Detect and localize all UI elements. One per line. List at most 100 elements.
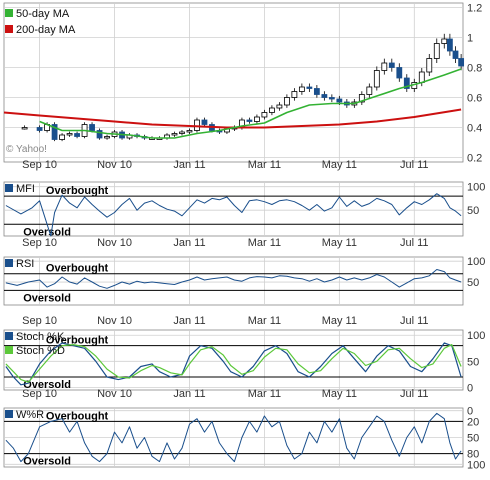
- panel-frame: [3, 329, 464, 391]
- y-tick-label: 0.8: [467, 63, 482, 75]
- candle-body: [201, 119, 208, 125]
- oversold-label: Oversold: [23, 379, 71, 391]
- y-tick-label: 100: [467, 182, 485, 194]
- x-tick-label: Jan 11: [173, 315, 205, 327]
- candle-body: [328, 97, 335, 100]
- candle-body: [358, 94, 365, 103]
- candle-body: [96, 130, 103, 139]
- overbought-label: Overbought: [46, 263, 109, 275]
- panel-frame: [3, 256, 464, 306]
- x-tick-label: Sep 10: [22, 159, 57, 171]
- oversold-label: Oversold: [23, 226, 71, 238]
- candle-body: [104, 136, 110, 139]
- x-tick-label: Mar 11: [248, 159, 281, 171]
- y-tick-label: 50: [467, 356, 479, 368]
- x-tick-label: Jan 11: [173, 388, 205, 400]
- panel-0: 0.2 0.4 0.6 0.8 1 1.2 Sep 10 Nov 10 Jan 11 Mar 11…: [3, 2, 482, 171]
- candle-body: [171, 133, 178, 136]
- x-tick-label: Jan 11: [173, 237, 205, 249]
- x-tick-label: Sep 10: [22, 237, 57, 249]
- x-tick-label: Jul 11: [400, 388, 429, 400]
- legend-label: 200-day MA: [16, 24, 76, 36]
- x-tick-label: Jan 11: [173, 159, 205, 171]
- candle-body: [336, 98, 343, 103]
- legend-label: Stoch %K: [16, 331, 65, 343]
- overbought-label: Overbought: [46, 185, 109, 197]
- candle-body: [21, 127, 28, 130]
- x-tick-label: Mar 11: [248, 237, 281, 249]
- candle-body: [66, 133, 73, 136]
- y-tick-label: 1: [467, 33, 473, 45]
- x-tick-label: May 11: [322, 159, 357, 171]
- candle-body: [452, 50, 459, 59]
- y-tick-label: 100: [467, 330, 485, 342]
- x-tick-label: Sep 10: [22, 388, 57, 400]
- y-tick-label: 0: [467, 406, 473, 418]
- y-tick-label: 80: [467, 449, 479, 461]
- series-line-0: [5, 342, 462, 386]
- candle-body: [441, 38, 448, 44]
- x-tick-label: Mar 11: [248, 388, 281, 400]
- indicator-line: [5, 193, 462, 237]
- y-tick-label: 50: [467, 277, 479, 289]
- legend-swatch: [5, 9, 13, 17]
- candle-body: [373, 70, 380, 88]
- candle-body: [36, 127, 43, 131]
- series-line-1: [5, 344, 462, 383]
- x-tick-label: Nov 10: [97, 388, 132, 400]
- panel-frame: [3, 181, 464, 237]
- y-tick-label: 50: [467, 205, 479, 217]
- x-tick-label: Nov 10: [97, 159, 132, 171]
- ma50-line: [39, 68, 462, 139]
- ma200-line: [3, 108, 462, 129]
- x-tick-label: May 11: [322, 237, 357, 249]
- candle-body: [186, 130, 193, 133]
- candle-body: [433, 43, 440, 59]
- panel-2: 50 100 Sep 10 Nov 10 Jan 11 Mar 11 May 11 Jul 1…: [3, 256, 485, 327]
- candle-body: [313, 88, 320, 95]
- panel-frame: [3, 2, 464, 163]
- x-tick-label: May 11: [322, 315, 357, 327]
- y-tick-label: 0.4: [467, 123, 482, 135]
- candle-body: [298, 86, 305, 92]
- candle-body: [446, 38, 453, 52]
- y-tick-label: 1.2: [467, 3, 482, 15]
- candle-body: [269, 107, 275, 113]
- candle-body: [418, 71, 425, 83]
- candle-body: [291, 91, 298, 98]
- candle-body: [426, 58, 433, 73]
- legend-swatch: [5, 332, 13, 340]
- oversold-label: Oversold: [23, 292, 71, 304]
- legend-label: MFI: [16, 183, 35, 195]
- y-tick-label: 20: [467, 416, 479, 428]
- legend-label: 50-day MA: [16, 8, 70, 20]
- candle-body: [366, 86, 373, 95]
- candle-body: [276, 104, 283, 109]
- y-tick-label: 0.2: [467, 153, 482, 165]
- candle-body: [396, 67, 403, 79]
- candle-body: [59, 134, 65, 140]
- x-tick-label: Nov 10: [97, 315, 132, 327]
- panel-1: 50 100 Sep 10 Nov 10 Jan 11 Mar 11 May 11 Jul 1…: [3, 181, 485, 249]
- legend-swatch: [5, 184, 13, 192]
- legend-swatch: [5, 346, 13, 354]
- legend-swatch: [5, 25, 13, 33]
- y-tick-label: 100: [467, 256, 485, 268]
- candle-body: [179, 131, 185, 134]
- candle-body: [306, 86, 313, 89]
- candle-body: [458, 58, 465, 67]
- indicator-line: [5, 412, 462, 463]
- yahoo-watermark: © Yahoo!: [6, 144, 47, 155]
- x-tick-label: May 11: [322, 388, 357, 400]
- legend-swatch: [5, 410, 13, 418]
- x-tick-label: Jul 11: [400, 237, 429, 249]
- oversold-label: Oversold: [23, 456, 71, 468]
- indicator-line: [5, 269, 462, 289]
- legend-label: Stoch %D: [16, 345, 65, 357]
- candle-body: [403, 77, 410, 89]
- candle-body: [381, 62, 388, 71]
- y-tick-label: 100: [467, 459, 485, 471]
- candle-body: [74, 133, 80, 137]
